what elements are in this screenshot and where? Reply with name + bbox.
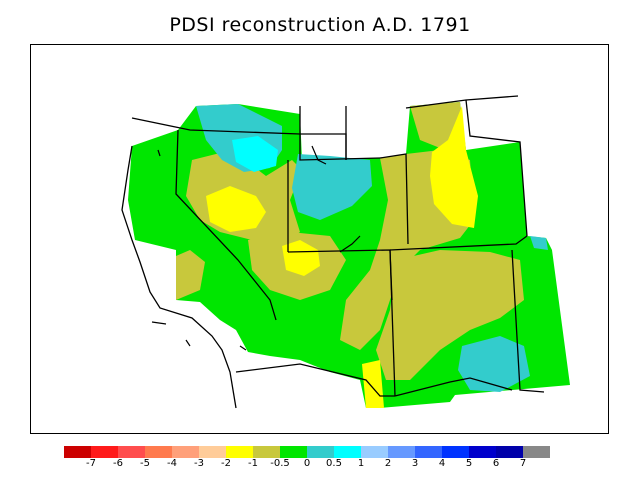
map-title: PDSI reconstruction A.D. 1791 [169, 14, 471, 36]
legend-swatch [496, 446, 523, 458]
legend-swatch [172, 446, 199, 458]
legend-tick-label: -0.5 [270, 458, 290, 469]
legend-tick-label: 5 [465, 458, 473, 469]
legend-swatch [307, 446, 334, 458]
legend-tick-label: 1 [357, 458, 365, 469]
legend-tick-label: -4 [167, 458, 177, 469]
legend-swatch [361, 446, 388, 458]
pdsi-region-olive-south [376, 250, 524, 380]
border-nm-az [389, 249, 396, 397]
color-legend [64, 446, 550, 458]
pdsi-region-yellow-utah [282, 240, 320, 276]
legend-tick-label: 7 [519, 458, 527, 469]
pdsi-region-cyan-oregon [232, 136, 278, 172]
legend-swatch [253, 446, 280, 458]
legend-tick-label: -5 [140, 458, 150, 469]
legend-tick-label: -7 [86, 458, 96, 469]
border-id-mt [299, 106, 381, 161]
islands-ca [151, 321, 247, 351]
border-tx [511, 249, 545, 393]
legend-swatch [523, 446, 550, 458]
legend-swatch [118, 446, 145, 458]
legend-tick-label: -6 [113, 458, 123, 469]
legend-tick-label: 6 [492, 458, 500, 469]
legend-tick-label: -2 [221, 458, 231, 469]
border-nm-tx [394, 377, 513, 397]
pdsi-map [121, 95, 570, 409]
border-nv-ca [175, 129, 277, 321]
border-co-ne [389, 235, 528, 251]
legend-swatch [415, 446, 442, 458]
legend-swatch [145, 446, 172, 458]
legend-tick-label: 0 [303, 458, 311, 469]
border-sd [465, 99, 528, 237]
pdsi-region-yellow-wyoming [430, 106, 478, 228]
legend-tick-label: -1 [248, 458, 258, 469]
border-az-mex [235, 363, 395, 397]
lake-powell [339, 235, 361, 253]
pdsi-region-olive-sw [176, 250, 205, 300]
legend-tick-label: 3 [411, 458, 419, 469]
legend-tick-label: 4 [438, 458, 446, 469]
legend-ticks: -7 -6 -5 -4 -3 -2 -1 -0.5 0 0.5 1 2 3 4 5 6 7 [64, 458, 577, 474]
pdsi-region-teal-nm [458, 336, 530, 392]
pdsi-region-teal-idaho [292, 154, 372, 220]
legend-swatch [388, 446, 415, 458]
legend-tick-label: -3 [194, 458, 204, 469]
legend-swatch [469, 446, 496, 458]
legend-swatch [199, 446, 226, 458]
pdsi-region-teal-ne [530, 236, 548, 250]
border-wy [379, 153, 409, 245]
border-north-east [405, 95, 519, 109]
legend-swatch [442, 446, 469, 458]
pdsi-region-yellow-nevada [206, 186, 266, 232]
border-ca-coast [121, 145, 237, 409]
legend-swatch [226, 446, 253, 458]
legend-tick-label: 2 [384, 458, 392, 469]
legend-tick-label: 0.5 [326, 458, 342, 469]
lake-great-salt [311, 145, 327, 165]
lake-tahoe [157, 149, 161, 157]
legend-swatch [64, 446, 91, 458]
legend-swatch [280, 446, 307, 458]
legend-swatch [334, 446, 361, 458]
water-features [151, 145, 361, 351]
pdsi-region-yellow-south [362, 360, 384, 408]
legend-swatch [91, 446, 118, 458]
state-borders [121, 95, 545, 409]
